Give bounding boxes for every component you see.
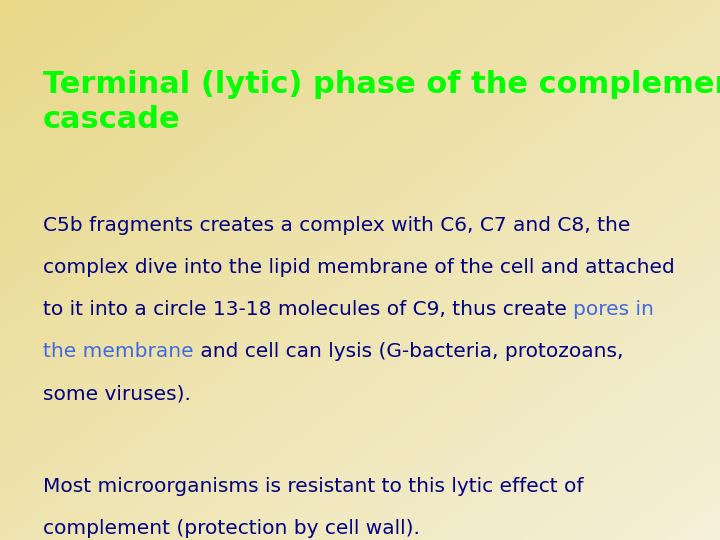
Text: the membrane: the membrane <box>43 342 194 361</box>
Text: C5b fragments creates a complex with C6, C7 and C8, the: C5b fragments creates a complex with C6,… <box>43 216 631 235</box>
Text: some viruses).: some viruses). <box>43 384 191 403</box>
Text: complement (protection by cell wall).: complement (protection by cell wall). <box>43 519 420 538</box>
Text: complex dive into the lipid membrane of the cell and attached: complex dive into the lipid membrane of … <box>43 258 675 277</box>
Text: pores in: pores in <box>573 300 654 319</box>
Text: Terminal (lytic) phase of the complement
cascade: Terminal (lytic) phase of the complement… <box>43 70 720 134</box>
Text: Most microorganisms is resistant to this lytic effect of: Most microorganisms is resistant to this… <box>43 477 584 496</box>
Text: and cell can lysis (G-bacteria, protozoans,: and cell can lysis (G-bacteria, protozoa… <box>194 342 624 361</box>
Text: to it into a circle 13-18 molecules of C9, thus create: to it into a circle 13-18 molecules of C… <box>43 300 573 319</box>
